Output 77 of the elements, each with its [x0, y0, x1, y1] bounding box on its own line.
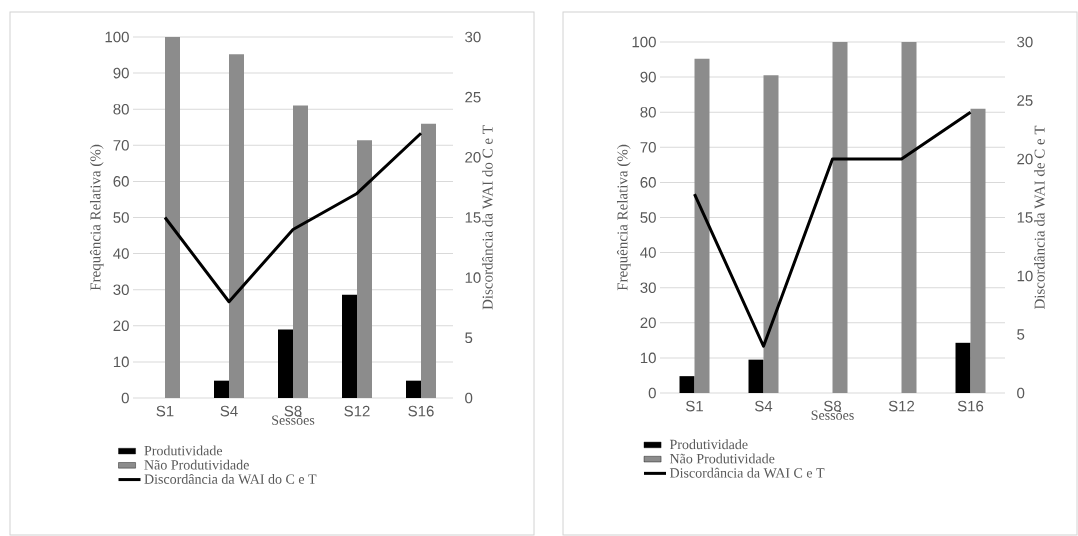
y-tick-label: 80: [113, 103, 129, 115]
y2-tick-label: 20: [465, 152, 481, 163]
y-tick-label: 0: [121, 392, 129, 404]
bar: [901, 42, 917, 393]
y-tick-label: 10: [640, 352, 656, 364]
y-tick-label: 70: [113, 139, 129, 151]
x-tick-label: S12: [344, 405, 370, 417]
y-tick-label: 20: [113, 320, 129, 332]
y-tick-label: 40: [113, 248, 129, 259]
y-axis-title: Frequência Relativa (%): [616, 144, 631, 291]
y2-tick-label: 25: [1017, 95, 1033, 106]
legend-label: Discordância da WAI C e T: [669, 467, 825, 478]
y-tick-label: 20: [640, 317, 656, 329]
y2-tick-label: 30: [465, 31, 481, 43]
y2-tick-label: 0: [465, 392, 473, 404]
legend-label: Discordância da WAI do C e T: [144, 473, 317, 484]
y-tick-label: 60: [640, 177, 656, 188]
x-tick-label: S8: [824, 400, 842, 412]
line-series: [163, 131, 423, 304]
y-tick-label: 90: [113, 67, 129, 79]
bar: [955, 342, 971, 393]
y2-axis-title: Discordância da WAI de C e T: [1034, 125, 1045, 310]
bar: [406, 380, 421, 398]
y-tick-label: 70: [640, 141, 656, 153]
y2-tick-label: 10: [465, 272, 481, 283]
bar: [357, 140, 373, 398]
x-axis-title: Sessões: [272, 415, 315, 425]
y-tick-label: 10: [113, 356, 129, 368]
line-series: [693, 110, 973, 348]
bar: [763, 75, 779, 393]
legend-label: Não Produtividade: [144, 459, 249, 470]
bar: [342, 294, 357, 398]
x-tick-label: S1: [156, 405, 174, 417]
bar: [229, 54, 244, 398]
bar: [293, 105, 308, 398]
x-tick-label: S4: [220, 405, 238, 417]
x-tick-label: S8: [284, 405, 302, 417]
bar: [679, 376, 695, 393]
y2-tick-label: 5: [465, 332, 473, 344]
bar: [278, 329, 293, 398]
y-tick-label: 50: [640, 212, 656, 223]
bar: [832, 42, 848, 393]
x-tick-label: S12: [888, 400, 915, 412]
legend-label: Não Produtividade: [669, 453, 775, 464]
y2-tick-label: 0: [1017, 387, 1025, 399]
y-tick-label: 90: [640, 71, 656, 83]
y2-tick-label: 20: [1017, 153, 1033, 165]
y-tick-label: 50: [113, 212, 129, 223]
y2-tick-label: 15: [1017, 212, 1033, 223]
y2-tick-label: 15: [465, 212, 481, 223]
x-axis-title: Sessões: [811, 410, 854, 420]
y-tick-label: 30: [640, 282, 656, 293]
bar: [165, 37, 180, 398]
y2-tick-label: 30: [1017, 36, 1033, 48]
y-tick-label: 60: [113, 176, 129, 187]
x-tick-label: S4: [755, 400, 773, 412]
y2-tick-label: 25: [465, 91, 481, 103]
bar: [748, 359, 764, 393]
y2-tick-label: 5: [1017, 329, 1025, 340]
y-tick-label: 100: [632, 36, 656, 48]
x-tick-label: S1: [686, 400, 703, 412]
y2-axis-title: Discordância da WAI do C e T: [482, 125, 493, 310]
x-tick-label: S16: [957, 400, 984, 412]
bar: [421, 123, 437, 398]
y-tick-label: 30: [113, 284, 129, 295]
y-tick-label: 40: [640, 247, 656, 258]
y-axis-title: Frequência Relativa (%): [89, 144, 104, 291]
bar: [694, 58, 710, 393]
x-tick-label: S16: [408, 405, 434, 417]
legend-label: Produtividade: [669, 439, 748, 450]
bar: [970, 108, 986, 393]
y2-tick-label: 10: [1017, 270, 1033, 282]
legend-label: Produtividade: [144, 445, 223, 456]
y-tick-label: 80: [640, 106, 656, 118]
y-tick-label: 0: [648, 387, 656, 399]
bar: [214, 380, 229, 398]
y-tick-label: 100: [105, 31, 129, 43]
